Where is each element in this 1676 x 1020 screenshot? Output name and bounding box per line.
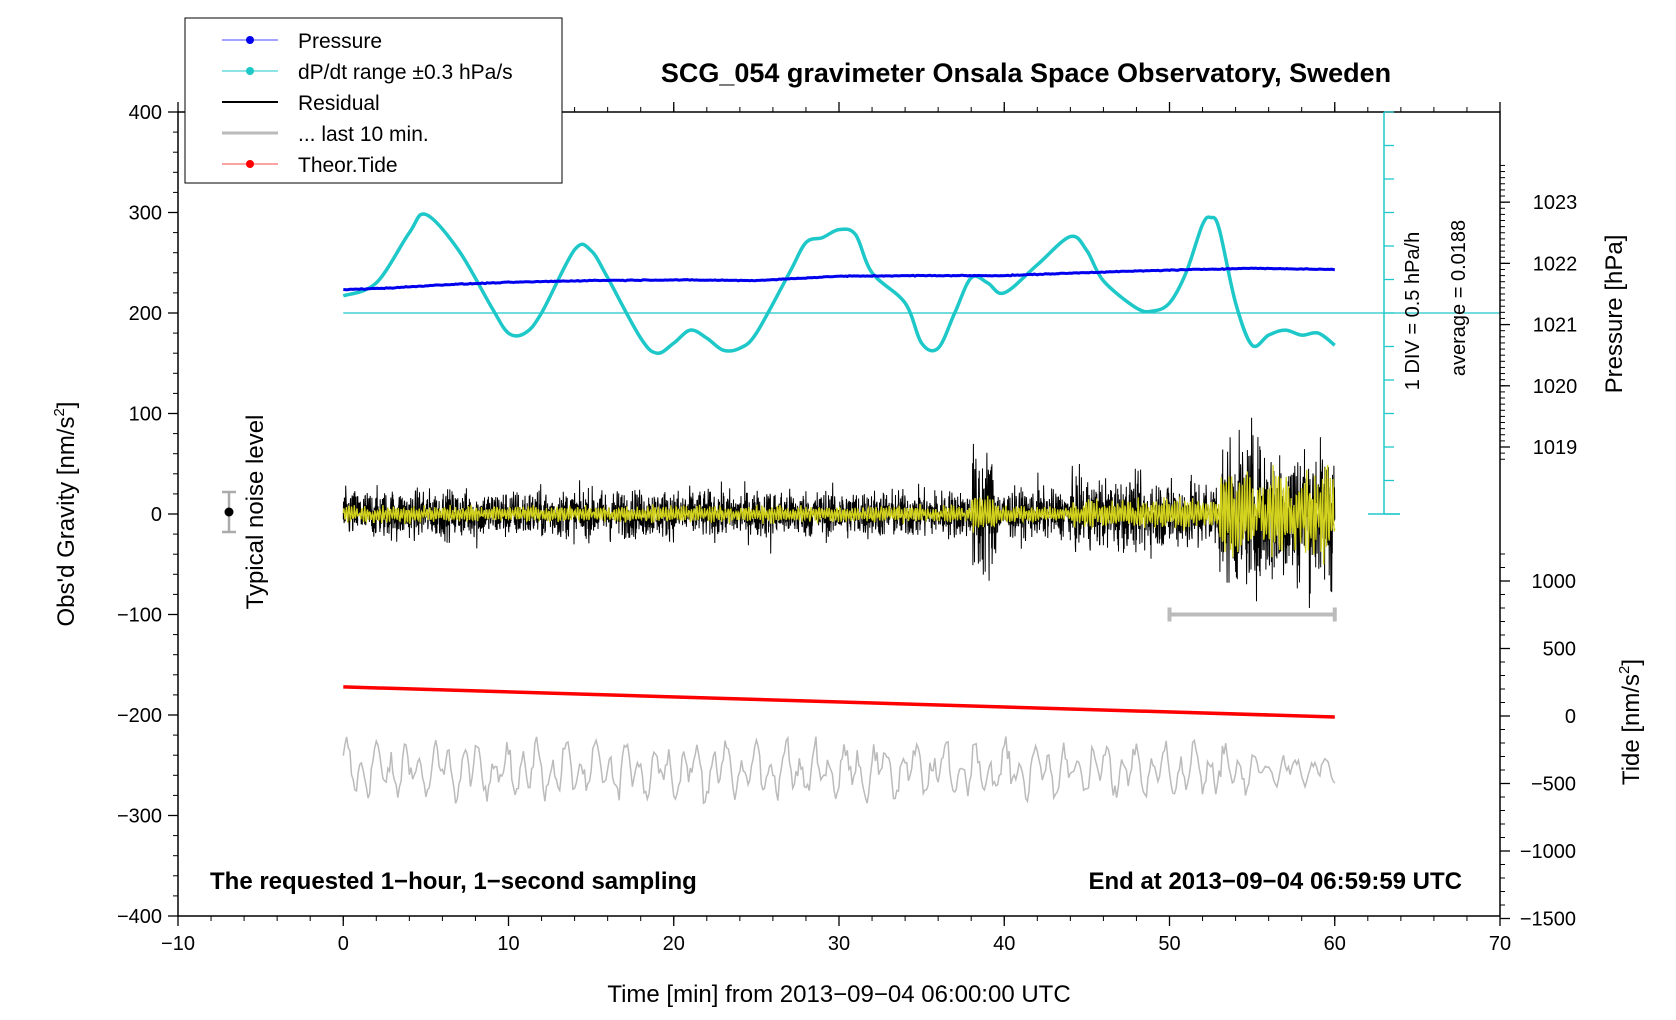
x-tick-label: 40: [993, 933, 1015, 955]
residual-variance-line: [342, 735, 1336, 805]
axis-ticks: −10 0 10 20 30 40 50 60 70−400−300−200−100010020…: [117, 102, 1577, 955]
pressure-tick-label: 1022: [1533, 253, 1578, 275]
legend-label-dpdt: dP/dt range ±0.3 hPa/s: [298, 61, 513, 84]
y-axis-label-end: ]: [53, 402, 80, 409]
pressure-tick-label: 1020: [1533, 376, 1578, 398]
dpdt-average-label: average = 0.0188: [1448, 220, 1470, 376]
tide-axis-label: Tide [nm/s2]: [1616, 659, 1645, 785]
residual-line: [342, 417, 1336, 609]
dpdt-line: [342, 212, 1336, 355]
legend: Pressure dP/dt range ±0.3 hPa/s Residual…: [184, 17, 563, 184]
y-axis-label: Obs'd Gravity [nm/s2]: [51, 402, 80, 627]
legend-item-dpdt: dP/dt range ±0.3 hPa/s: [222, 61, 513, 84]
legend-box: [184, 17, 563, 184]
tide-tick-label: −1000: [1520, 841, 1576, 863]
tide-tick-label: 1000: [1532, 571, 1577, 593]
data-traces: [342, 212, 1500, 805]
legend-item-last10: ... last 10 min.: [222, 123, 429, 146]
y-tick-label: −300: [117, 806, 162, 828]
y-tick-label: 200: [129, 303, 162, 325]
dpdt-scale-label: 1 DIV = 0.5 hPa/h: [1402, 232, 1424, 390]
pressure-tick-label: 1019: [1533, 437, 1578, 459]
y-tick-label: 0: [151, 504, 162, 526]
x-tick-label: 60: [1324, 933, 1346, 955]
x-tick-label: −10: [161, 933, 195, 955]
chart-title: SCG_054 gravimeter Onsala Space Observat…: [661, 58, 1391, 88]
y-axis-label-main: Obs'd Gravity [nm/s: [53, 417, 80, 627]
legend-item-pressure: Pressure: [222, 30, 382, 53]
y-tick-label: 100: [129, 404, 162, 426]
pressure-axis-label: Pressure [hPa]: [1601, 235, 1628, 394]
x-tick-label: 70: [1489, 933, 1511, 955]
x-tick-label: 0: [338, 933, 349, 955]
legend-item-residual: Residual: [222, 92, 380, 115]
noise-level-indicator: Typical noise level: [222, 415, 269, 610]
y-tick-label: −100: [117, 605, 162, 627]
legend-marker-dpdt: [246, 67, 254, 75]
legend-label-residual: Residual: [298, 92, 380, 115]
y-tick-label: −200: [117, 705, 162, 727]
y-tick-label: −400: [117, 906, 162, 928]
pressure-line: [343, 266, 1335, 292]
x-tick-label: 10: [497, 933, 519, 955]
noise-dot: [224, 507, 234, 517]
y-tick-label: 300: [129, 203, 162, 225]
tide-axis-label-end: ]: [1618, 659, 1645, 666]
y-axis-label-sup: 2: [51, 408, 68, 416]
legend-marker-tide: [246, 160, 254, 168]
y-tick-label: 400: [129, 102, 162, 124]
tide-tick-label: 500: [1543, 639, 1576, 661]
footer-left: The requested 1−hour, 1−second sampling: [210, 868, 697, 895]
tide-tick-label: 0: [1565, 706, 1576, 728]
x-tick-label: 20: [663, 933, 685, 955]
legend-marker-pressure: [246, 36, 254, 44]
x-tick-label: 30: [828, 933, 850, 955]
legend-label-tide: Theor.Tide: [298, 154, 398, 177]
tide-tick-label: −500: [1531, 774, 1576, 796]
x-tick-label: 50: [1158, 933, 1180, 955]
noise-label: Typical noise level: [242, 415, 269, 610]
footer-right: End at 2013−09−04 06:59:59 UTC: [1088, 868, 1462, 895]
legend-item-tide: Theor.Tide: [222, 154, 398, 177]
x-axis-label: Time [min] from 2013−09−04 06:00:00 UTC: [607, 981, 1070, 1008]
residual-filtered-line: [342, 464, 1336, 565]
legend-label-last10: ... last 10 min.: [298, 123, 429, 146]
tide-tick-label: −1500: [1520, 909, 1576, 931]
pressure-tick-label: 1021: [1533, 315, 1578, 337]
pressure-tick-label: 1023: [1533, 192, 1578, 214]
tide-axis-label-main: Tide [nm/s: [1618, 674, 1645, 785]
legend-label-pressure: Pressure: [298, 30, 382, 53]
tide-axis-label-sup: 2: [1616, 666, 1633, 674]
theor-tide-line: [343, 685, 1335, 719]
